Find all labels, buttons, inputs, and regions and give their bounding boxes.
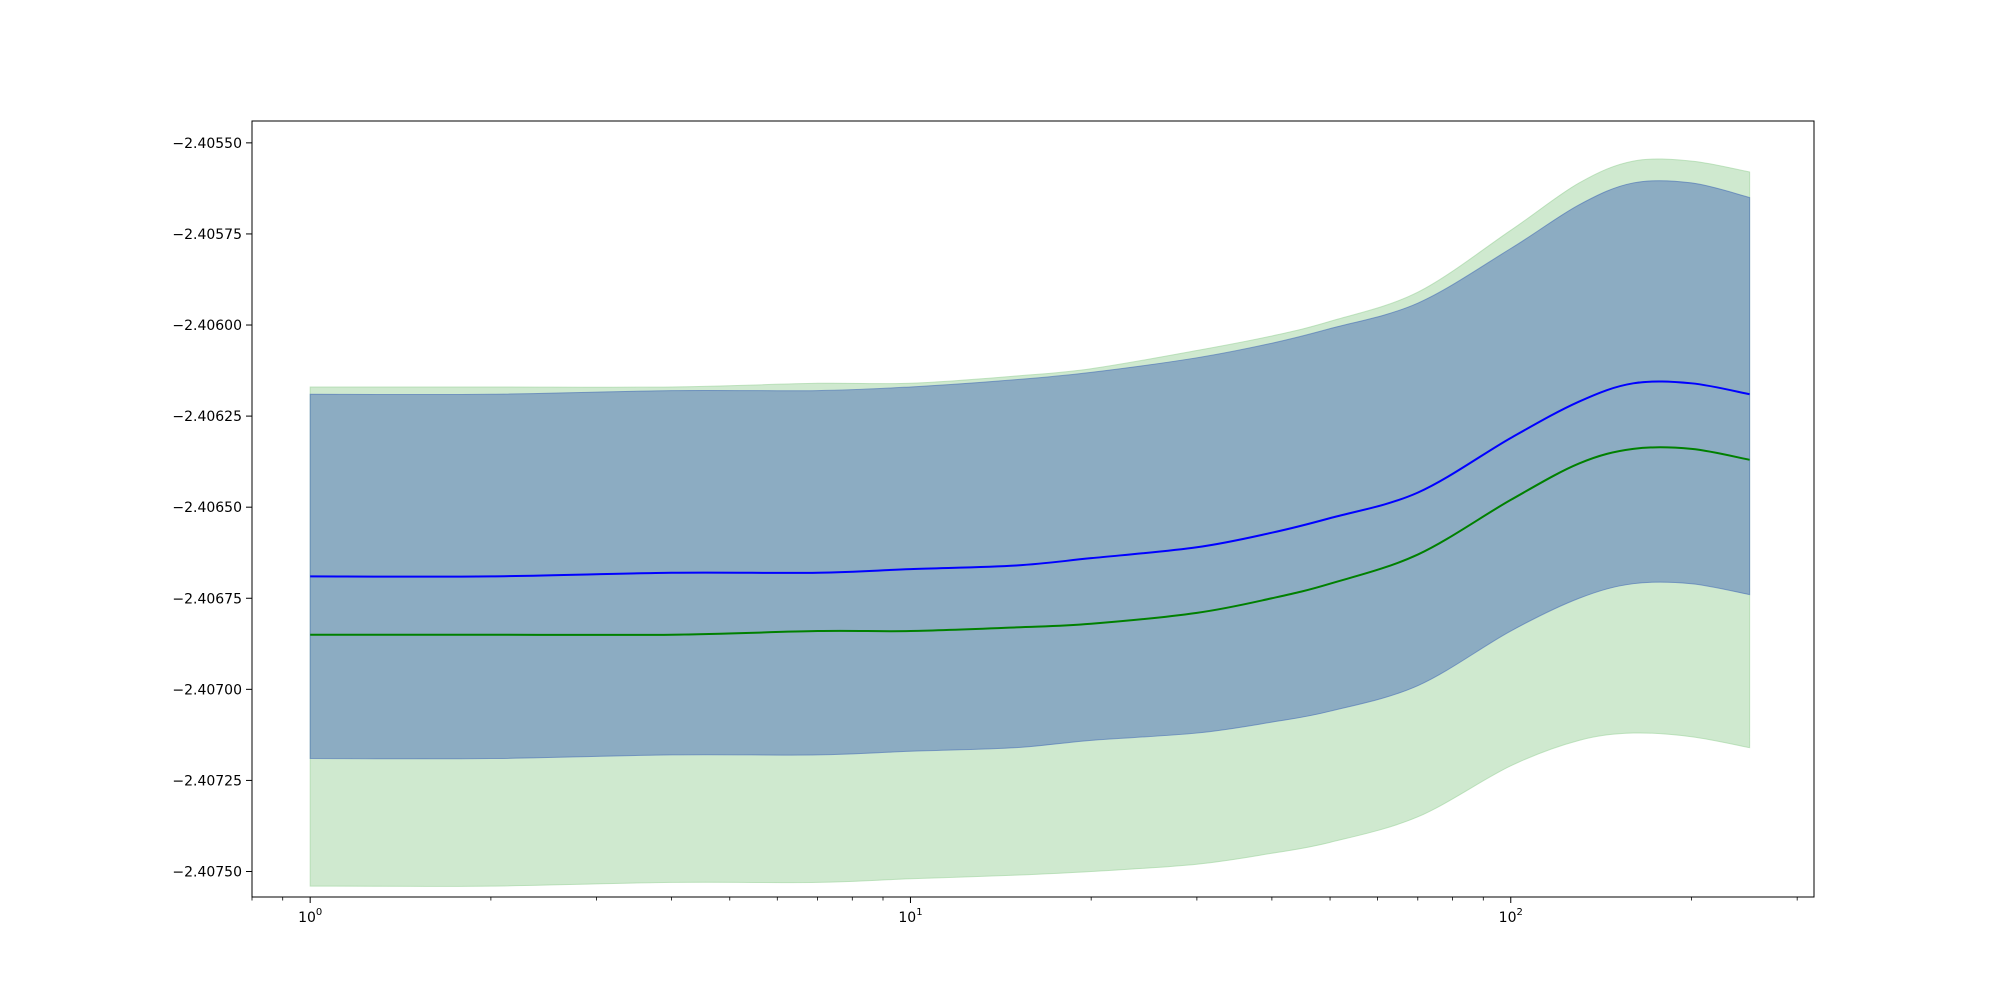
x-tick-label: 101	[898, 907, 922, 926]
y-tick-label: −2.40700	[172, 682, 242, 698]
y-tick-label: −2.40725	[172, 773, 242, 789]
series-lines	[310, 380, 1750, 636]
y-tick-label: −2.40600	[172, 318, 242, 334]
plot-frame	[251, 120, 1815, 898]
y-tick-label: −2.40550	[172, 136, 242, 152]
x-tick-label: 102	[1499, 907, 1523, 926]
y-tick-label: −2.40575	[172, 227, 242, 243]
axes: −2.40550 −2.40575 −2.40600 −2.40625 −2.40650…	[172, 120, 1815, 926]
series-line-1	[310, 446, 1750, 636]
y-tick-label: −2.40675	[172, 591, 242, 607]
confidence-bands	[309, 158, 1751, 887]
y-tick-label: −2.40750	[172, 864, 242, 880]
y-tick-label: −2.40650	[172, 500, 242, 516]
confidence-band-0	[309, 180, 1751, 760]
x-tick-label: 100	[298, 907, 322, 926]
series-line-0	[310, 380, 1750, 578]
y-tick-label: −2.40625	[172, 409, 242, 425]
